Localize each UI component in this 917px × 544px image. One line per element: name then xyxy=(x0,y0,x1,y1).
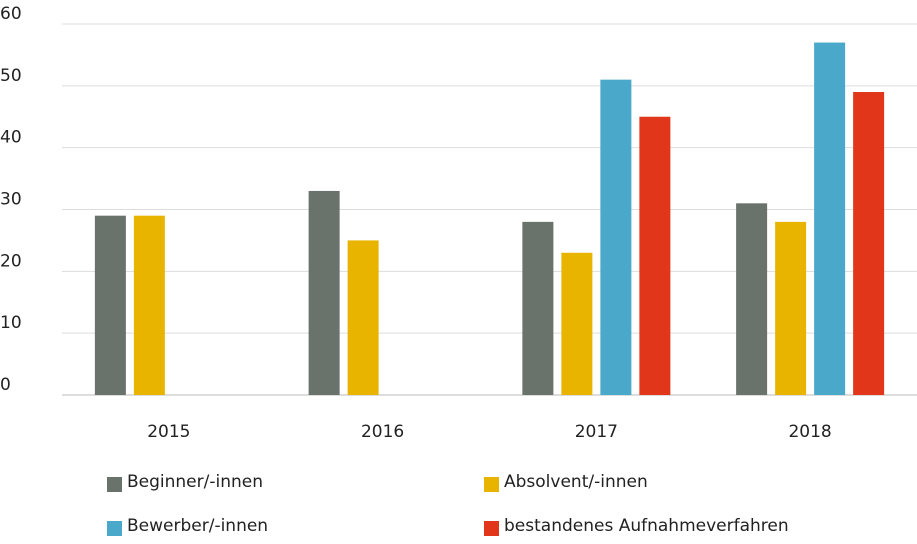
y-tick-label: 40 xyxy=(0,128,22,148)
y-tick-label: 10 xyxy=(0,313,22,333)
bar xyxy=(94,215,126,395)
legend-label: Absolvent/-innen xyxy=(504,472,648,492)
y-tick-label: 50 xyxy=(0,66,22,86)
bar xyxy=(775,221,807,395)
x-tick-label: 2017 xyxy=(575,422,618,442)
bar xyxy=(522,221,554,395)
bar xyxy=(639,116,671,395)
bar xyxy=(347,240,379,395)
x-tick-label: 2018 xyxy=(788,422,831,442)
legend-label: bestandenes Aufnahmeverfahren xyxy=(504,516,789,536)
legend-label: Bewerber/-innen xyxy=(127,516,268,536)
bar xyxy=(814,42,846,396)
bar xyxy=(561,252,593,395)
y-tick-label: 60 xyxy=(0,4,22,24)
bar xyxy=(853,92,885,396)
y-tick-label: 0 xyxy=(0,375,11,395)
bar xyxy=(133,215,165,395)
legend-label: Beginner/-innen xyxy=(127,472,263,492)
x-tick-label: 2015 xyxy=(147,422,190,442)
y-tick-label: 30 xyxy=(0,190,22,210)
legend-swatch xyxy=(107,477,122,492)
y-tick-label: 20 xyxy=(0,251,22,271)
x-tick-label: 2016 xyxy=(361,422,404,442)
bar xyxy=(308,190,340,395)
bar xyxy=(600,79,632,396)
legend-swatch xyxy=(484,477,499,492)
legend-swatch xyxy=(484,521,499,536)
bar xyxy=(736,203,768,395)
legend-swatch xyxy=(107,521,122,536)
